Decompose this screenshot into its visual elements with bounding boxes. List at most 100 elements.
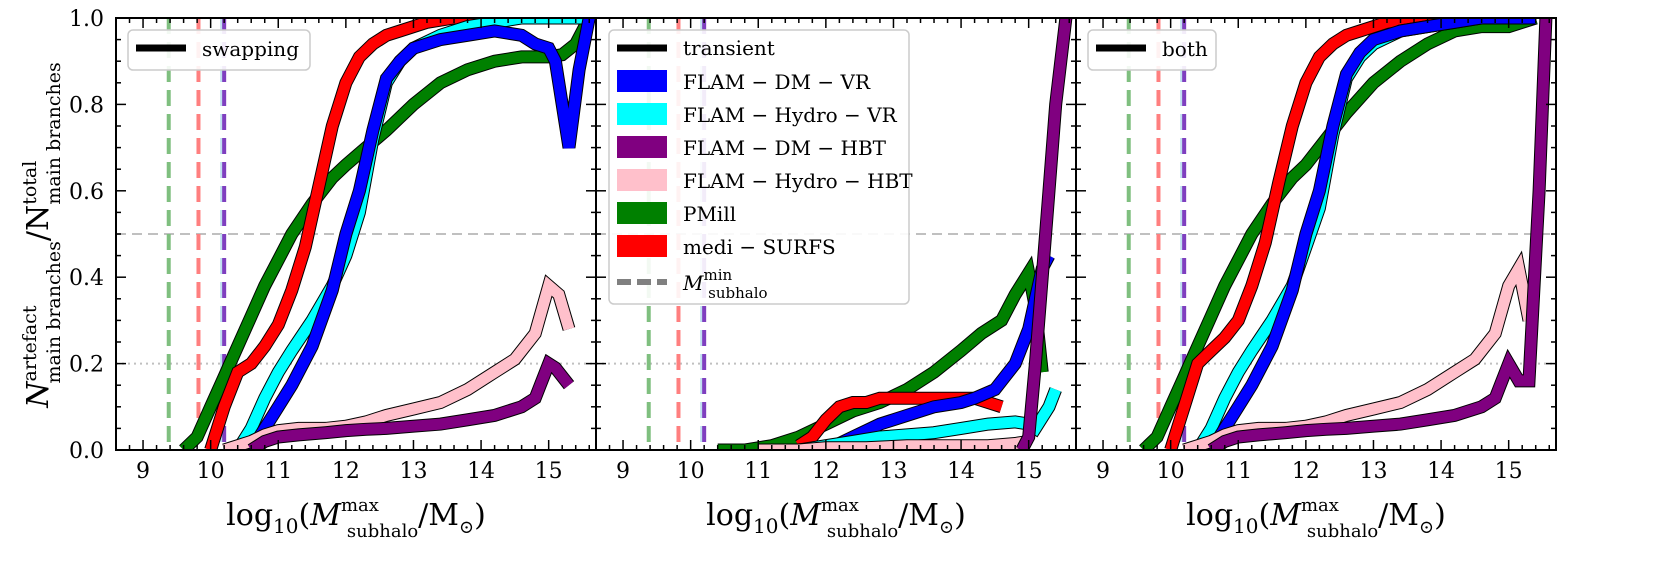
- x-tick-label: 9: [1096, 459, 1110, 484]
- x-label-part: log: [1186, 498, 1233, 533]
- x-tick-label: 14: [1427, 459, 1455, 484]
- x-tick-label: 13: [399, 459, 427, 484]
- series-line: [205, 18, 563, 450]
- legend-label: FLAM − Hydro − VR: [683, 103, 898, 127]
- series-line: [1208, 18, 1552, 450]
- x-label-part: subhalo: [347, 521, 418, 542]
- y-tick-label: 1.0: [69, 7, 104, 32]
- x-tick-label: 10: [197, 459, 225, 484]
- x-tick-label: 12: [332, 459, 360, 484]
- y-tick-label: 0.8: [69, 93, 104, 118]
- plot-area: [1076, 18, 1556, 450]
- series-line: [246, 18, 595, 450]
- legend-label: FLAM − DM − VR: [683, 70, 871, 94]
- y-tick-label: 0.4: [69, 266, 104, 291]
- x-tick-label: 9: [136, 459, 150, 484]
- x-label-part: 10: [273, 514, 298, 538]
- x-tick-label: 11: [1224, 459, 1252, 484]
- x-tick-label: 11: [264, 459, 292, 484]
- x-label-part: ⊙: [939, 517, 954, 538]
- series-line: [1017, 18, 1072, 450]
- x-tick-label: 11: [744, 459, 772, 484]
- x-label-part: (: [779, 498, 791, 533]
- x-tick-label: 10: [1157, 459, 1185, 484]
- legend-box: [608, 29, 910, 305]
- series-line: [1165, 18, 1523, 450]
- x-axis-label: log10(Mmax subhalo/M⊙): [1186, 495, 1446, 542]
- x-label-part: log: [226, 498, 273, 533]
- legend-label: medi − SURFS: [683, 235, 836, 259]
- x-tick-label: 13: [1359, 459, 1387, 484]
- legend-swatch: [617, 103, 667, 125]
- x-label-part: max: [1301, 495, 1339, 516]
- x-label-part: (: [299, 498, 311, 533]
- x-tick-label: 10: [677, 459, 705, 484]
- legend-mmin-m: M: [682, 271, 704, 295]
- x-tick-label: 14: [947, 459, 975, 484]
- series-line: [179, 18, 595, 450]
- x-label-m: M: [789, 498, 822, 533]
- series-line: [1206, 18, 1536, 450]
- legend-swatch: [617, 136, 667, 158]
- panels: 9 10 11 12 13 14 150.00.20.40.60.81.0log10(Mma…: [69, 7, 1557, 542]
- legend-label: FLAM − Hydro − HBT: [683, 169, 913, 193]
- y-label-sub2: main branches: [43, 62, 65, 204]
- x-tick-label: 12: [812, 459, 840, 484]
- x-axis-label: log10(Mmax subhalo/M⊙): [226, 495, 486, 542]
- x-tick-label: 15: [535, 459, 563, 484]
- x-tick-label: 15: [1495, 459, 1523, 484]
- x-label-part: 10: [1233, 514, 1258, 538]
- x-label-part: /M: [1378, 498, 1419, 533]
- x-tick-label: 12: [1292, 459, 1320, 484]
- legend-swatch: [617, 169, 667, 191]
- y-label-sub: main branches: [43, 241, 65, 383]
- x-tick-label: 15: [1015, 459, 1043, 484]
- x-label-part: (: [1259, 498, 1271, 533]
- x-axis-label: log10(Mmax subhalo/M⊙): [706, 495, 966, 542]
- series-line: [248, 355, 574, 450]
- panel-1: 9 10 11 12 13 14 150.00.20.40.60.81.0log10(Mma…: [69, 7, 597, 542]
- x-label-part: max: [821, 495, 859, 516]
- legend-swatch: [617, 70, 667, 92]
- x-label-part: subhalo: [1307, 521, 1378, 542]
- x-tick-label: 13: [879, 459, 907, 484]
- x-label-m: M: [1269, 498, 1302, 533]
- legend-label-transient: transient: [683, 36, 775, 60]
- legend-swatch: [617, 235, 667, 257]
- x-label-part: ): [954, 498, 966, 533]
- x-label-part: ): [1434, 498, 1446, 533]
- legend-box: [1087, 29, 1217, 71]
- legend-label-swapping: swapping: [202, 37, 299, 61]
- x-label-part: /M: [418, 498, 459, 533]
- legend-label: FLAM − DM − HBT: [683, 136, 887, 160]
- x-tick-label: 14: [467, 459, 495, 484]
- x-label-part: max: [341, 495, 379, 516]
- x-label-part: ⊙: [459, 517, 474, 538]
- y-label-sup: artefact: [19, 305, 41, 381]
- legend-mmin-sub: subhalo: [708, 284, 767, 302]
- y-tick-label: 0.2: [69, 353, 104, 378]
- legend-label: PMill: [683, 202, 736, 226]
- legend-mmin-sup: min: [703, 266, 732, 284]
- x-label-part: log: [706, 498, 753, 533]
- y-tick-label: 0.6: [69, 180, 104, 205]
- y-label-n: N: [21, 380, 56, 409]
- legend-box: [127, 29, 311, 71]
- x-label-part: ⊙: [1419, 517, 1434, 538]
- x-label-part: ): [474, 498, 486, 533]
- legend-label-mmin: Mmin subhalo: [682, 266, 768, 302]
- y-label-sup2: total: [19, 161, 41, 205]
- x-label-part: /M: [898, 498, 939, 533]
- y-tick-label: 0.0: [69, 439, 104, 464]
- x-label-part: subhalo: [827, 521, 898, 542]
- x-label-m: M: [309, 498, 342, 533]
- x-label-part: 10: [753, 514, 778, 538]
- series-line: [1139, 18, 1538, 450]
- x-tick-label: 9: [616, 459, 630, 484]
- y-axis-label: Nartefact main branches/Ntotal main branch…: [19, 62, 65, 408]
- y-label-slash: /N: [21, 205, 56, 241]
- plot-area: [116, 18, 596, 450]
